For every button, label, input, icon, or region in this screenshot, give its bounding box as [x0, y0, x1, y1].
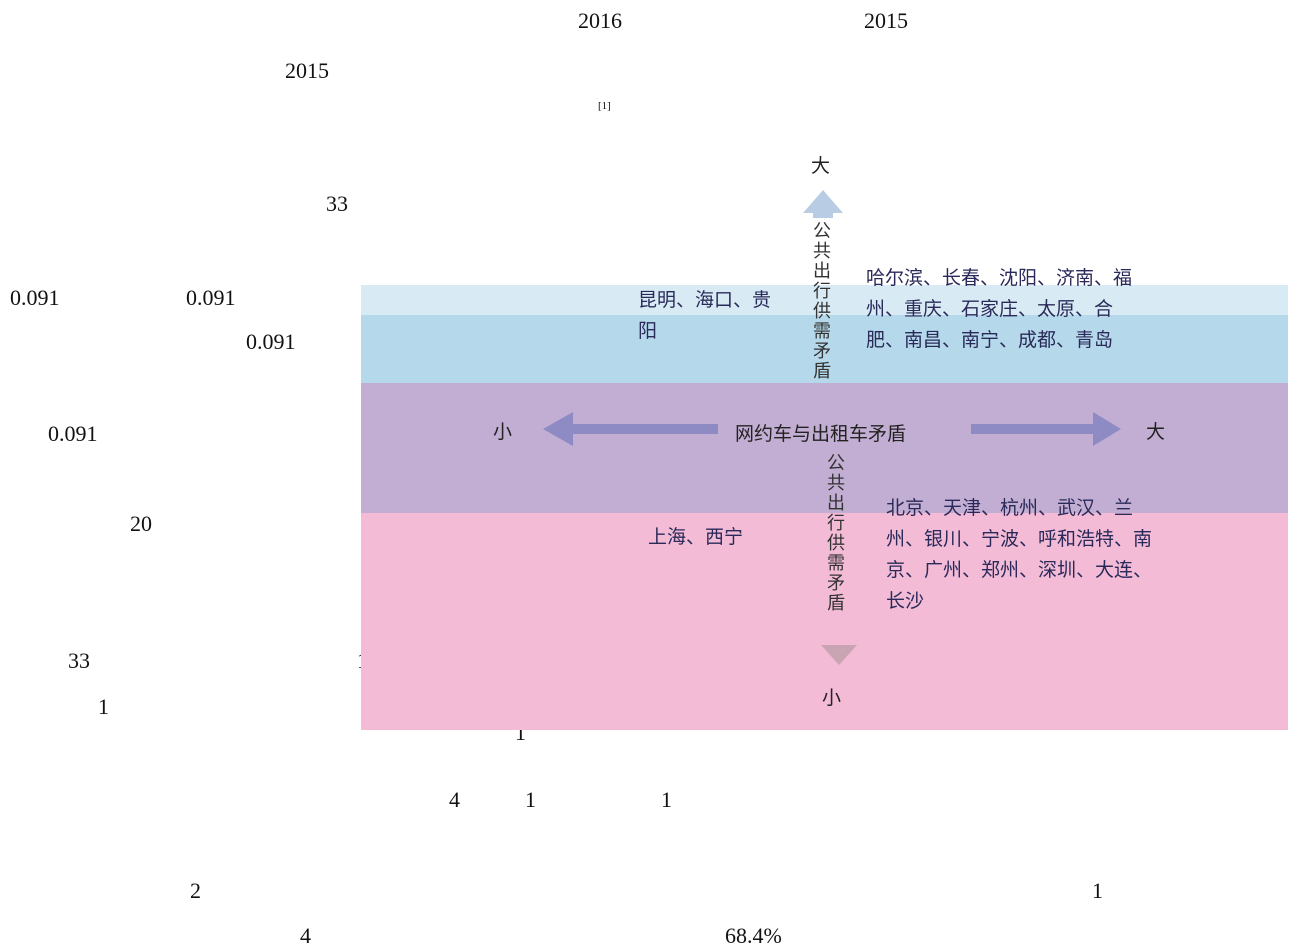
vertical-axis-lower-label: 公共出行供需矛盾: [827, 453, 845, 614]
number-1-b: 1: [98, 694, 109, 719]
year-2015-top: 2015: [864, 8, 908, 33]
number-33-bottom: 33: [68, 648, 90, 673]
value-0091-a: 0.091: [10, 285, 60, 310]
left-label: 小: [493, 421, 513, 443]
number-2: 2: [190, 878, 201, 903]
number-1-e: 1: [661, 787, 672, 812]
down-arrow-head-icon: [821, 645, 857, 665]
left-arrow-shaft: [573, 424, 718, 434]
number-1-d: 1: [525, 787, 536, 812]
quadrant-top-right: 哈尔滨、长春、沈阳、济南、福州、重庆、石家庄、太原、合肥、南昌、南宁、成都、青岛: [866, 267, 1133, 351]
percent-684: 68.4%: [725, 923, 782, 948]
quadrant-top-left: 昆明、海口、贵阳: [638, 289, 772, 342]
year-2016: 2016: [578, 8, 622, 33]
arrows-layer: [543, 190, 1121, 665]
right-arrow-head-icon: [1093, 412, 1121, 446]
middle-band: [361, 383, 1288, 513]
number-1-c: 1: [515, 720, 526, 745]
bottom-band: [361, 513, 1288, 730]
reference-marker: [1]: [598, 100, 611, 112]
left-arrow-head-icon: [543, 412, 573, 446]
top-band: [361, 315, 1288, 383]
right-arrow-shaft: [971, 424, 1093, 434]
year-2015-left: 2015: [285, 58, 329, 83]
top-band-light: [361, 285, 1288, 315]
quadrant-bottom-left: 上海、西宁: [648, 526, 744, 548]
number-20: 20: [130, 511, 152, 536]
value-0091-c: 0.091: [246, 329, 296, 354]
value-0091-d: 0.091: [48, 421, 98, 446]
number-1-f: 1: [1092, 878, 1103, 903]
up-arrow-icon: [803, 190, 843, 218]
number-4-b: 4: [300, 923, 311, 948]
value-0091-b: 0.091: [186, 285, 236, 310]
quadrant-bottom-right: 北京、天津、杭州、武汉、兰州、银川、宁波、呼和浩特、南京、广州、郑州、深圳、大连…: [886, 497, 1153, 612]
bottom-label: 小: [822, 687, 842, 709]
contradiction-matrix-diagram: 大 公共出行供需矛盾 昆明、海口、贵阳 哈尔滨、长春、沈阳、济南、福州、重庆、石…: [361, 140, 1288, 730]
number-4-a: 4: [449, 787, 460, 812]
top-label: 大: [811, 155, 831, 177]
right-label: 大: [1146, 421, 1166, 443]
number-33-top: 33: [326, 191, 348, 216]
center-label: 网约车与出租车矛盾: [735, 423, 907, 445]
vertical-axis-upper-label: 公共出行供需矛盾: [813, 221, 831, 382]
